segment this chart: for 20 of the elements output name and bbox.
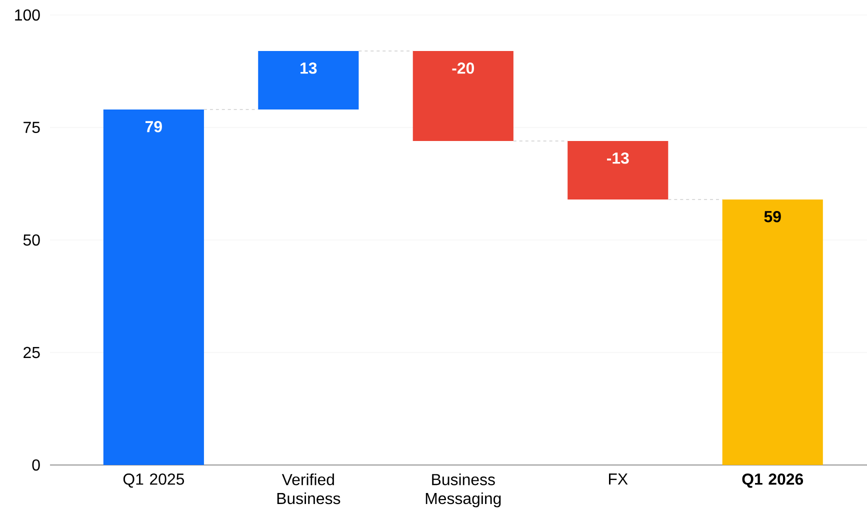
bar	[412, 50, 514, 141]
y-tick-label: 0	[32, 459, 40, 471]
bar	[258, 50, 359, 110]
data-label: -20	[452, 62, 474, 74]
data-label: 13	[300, 62, 317, 74]
bar	[722, 199, 823, 465]
data-label: 79	[145, 121, 162, 132]
x-tick-label: Verified Business	[277, 474, 340, 504]
x-tick-label: Q1 2025	[123, 474, 184, 488]
bar	[568, 140, 668, 200]
y-tick-label: 25	[24, 346, 40, 358]
y-tick-label: 50	[23, 234, 40, 246]
bar	[103, 109, 204, 465]
y-tick-label: 75	[24, 122, 40, 134]
y-tick-label: 100	[15, 9, 40, 21]
x-tick-label: Q1 2026	[742, 474, 804, 488]
data-label: 59	[764, 211, 781, 222]
x-tick-label: FX	[609, 474, 628, 484]
data-label: -13	[606, 152, 629, 164]
x-tick-label: Business Messaging	[426, 474, 501, 508]
